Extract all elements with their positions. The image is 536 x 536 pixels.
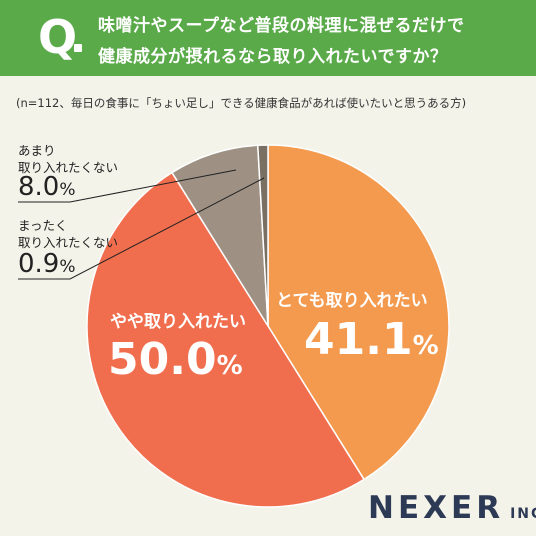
slice-label-not-at-all: まったく 取り入れたくない <box>18 217 118 251</box>
question-mark: Q <box>38 10 78 64</box>
logo-suffix: INC. <box>510 506 536 522</box>
slice-value-not-much-unit: % <box>59 180 76 200</box>
pie-slice-not-much <box>170 144 269 327</box>
slice-value-very-number: 41.1 <box>304 314 413 365</box>
slice-value-somewhat: 50.0% <box>108 334 243 385</box>
slice-value-not-much: 8.0% <box>18 172 76 202</box>
slice-value-very-unit: % <box>412 331 439 361</box>
slice-label-very: とても取り入れたい <box>276 291 428 311</box>
nexer-logo: NEXER INC. <box>368 490 536 526</box>
question-header: Q 味噌汁やスープなど普段の料理に混ぜるだけで 健康成分が摂れるなら取り入れたい… <box>0 0 536 76</box>
sample-note: (n=112、毎日の食事に「ちょい足し」できる健康食品があれば使いたいと思うある… <box>16 96 467 110</box>
leader-line-not-much <box>18 169 237 203</box>
slice-value-not-at-all: 0.9% <box>18 249 76 279</box>
pie-slice-very <box>267 144 450 481</box>
slice-value-not-much-number: 8.0 <box>18 172 60 202</box>
slice-value-not-at-all-unit: % <box>59 257 76 277</box>
slice-label-not-much-line-2: 取り入れたくない <box>18 160 119 175</box>
slice-label-not-at-all-line-1: まったく <box>18 218 68 233</box>
question-mark-dot <box>74 44 82 52</box>
slice-label-not-at-all-line-2: 取り入れたくない <box>18 235 119 250</box>
slice-value-not-at-all-number: 0.9 <box>18 249 60 279</box>
question-line-2: 健康成分が摂れるなら取り入れたいですか？ <box>98 47 448 67</box>
leader-line-not-at-all <box>18 177 265 280</box>
question-line-1: 味噌汁やスープなど普段の料理に混ぜるだけで <box>98 16 465 36</box>
pie-slice-not-at-all <box>256 144 269 327</box>
logo-name: NEXER <box>368 490 505 526</box>
slice-value-somewhat-number: 50.0 <box>108 334 217 385</box>
slice-value-very: 41.1% <box>304 314 439 365</box>
slice-label-somewhat: やや取り入れたい <box>110 312 246 332</box>
pie-slice-somewhat <box>86 171 366 508</box>
slice-label-not-much-line-1: あまり <box>18 143 56 158</box>
slice-value-somewhat-unit: % <box>216 351 243 381</box>
slice-label-not-much: あまり 取り入れたくない <box>18 142 118 176</box>
